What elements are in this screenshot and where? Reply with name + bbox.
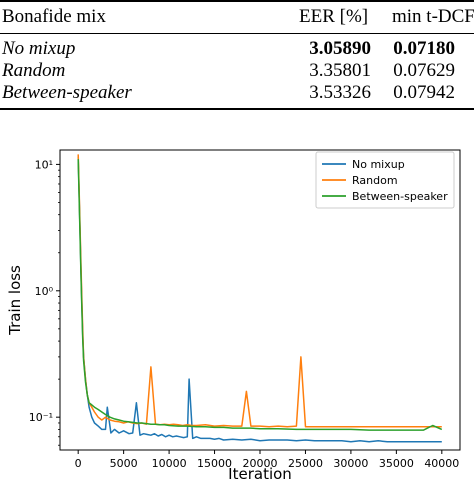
y-axis-label: Train loss: [6, 265, 24, 336]
x-tick-label: 30000: [333, 457, 368, 470]
x-tick-label: 35000: [379, 457, 414, 470]
x-tick-label: 10000: [152, 457, 187, 470]
row-eer-between-speaker: 3.53326: [309, 82, 371, 103]
x-tick-label: 15000: [197, 457, 232, 470]
y-tick-label: 10⁻¹: [29, 411, 53, 424]
legend-label: Between-speaker: [352, 190, 448, 203]
row-tdcf-random: 0.07629: [393, 60, 455, 81]
legend: No mixup Random Between-speaker: [315, 151, 455, 209]
row-name-random: Random: [2, 60, 66, 81]
y-tick-label: 10⁰: [35, 285, 54, 298]
x-tick-label: 40000: [424, 457, 459, 470]
series-line-between-speaker: [77, 159, 443, 431]
axis-layer: 0 5000 10000 15000 20000 25000 30000 35000 40000…: [29, 158, 460, 470]
train-loss-chart: 0 5000 10000 15000 20000 25000 30000 35000 40000…: [0, 140, 474, 484]
x-tick-label: 5000: [110, 457, 138, 470]
series-layer: [77, 154, 443, 443]
legend-label: No mixup: [352, 158, 405, 171]
y-tick-label: 10¹: [35, 158, 53, 171]
row-tdcf-no-mixup: 0.07180: [393, 38, 455, 59]
x-tick-label: 25000: [288, 457, 323, 470]
legend-label: Random: [352, 174, 398, 187]
table-bottom-rule: [0, 108, 474, 110]
chart-svg: 0 5000 10000 15000 20000 25000 30000 35000 40000…: [6, 149, 461, 483]
header-eer: EER [%]: [299, 6, 369, 27]
row-eer-no-mixup: 3.05890: [309, 38, 371, 59]
table-header-rule: [0, 33, 474, 34]
series-line-no-mixup: [77, 156, 442, 443]
row-name-no-mixup: No mixup: [2, 38, 76, 59]
header-min-tdcf: min t-DCF: [392, 6, 474, 27]
x-tick-label: 0: [75, 457, 82, 470]
legend-box: [315, 151, 455, 209]
header-bonafide-mix: Bonafide mix: [2, 6, 106, 27]
row-name-between-speaker: Between-speaker: [2, 82, 132, 103]
x-tick-label: 20000: [243, 457, 278, 470]
x-axis-label: Iteration: [228, 465, 292, 483]
row-eer-random: 3.35801: [309, 60, 371, 81]
table-top-rule: [0, 0, 474, 2]
row-tdcf-between-speaker: 0.07942: [393, 82, 455, 103]
